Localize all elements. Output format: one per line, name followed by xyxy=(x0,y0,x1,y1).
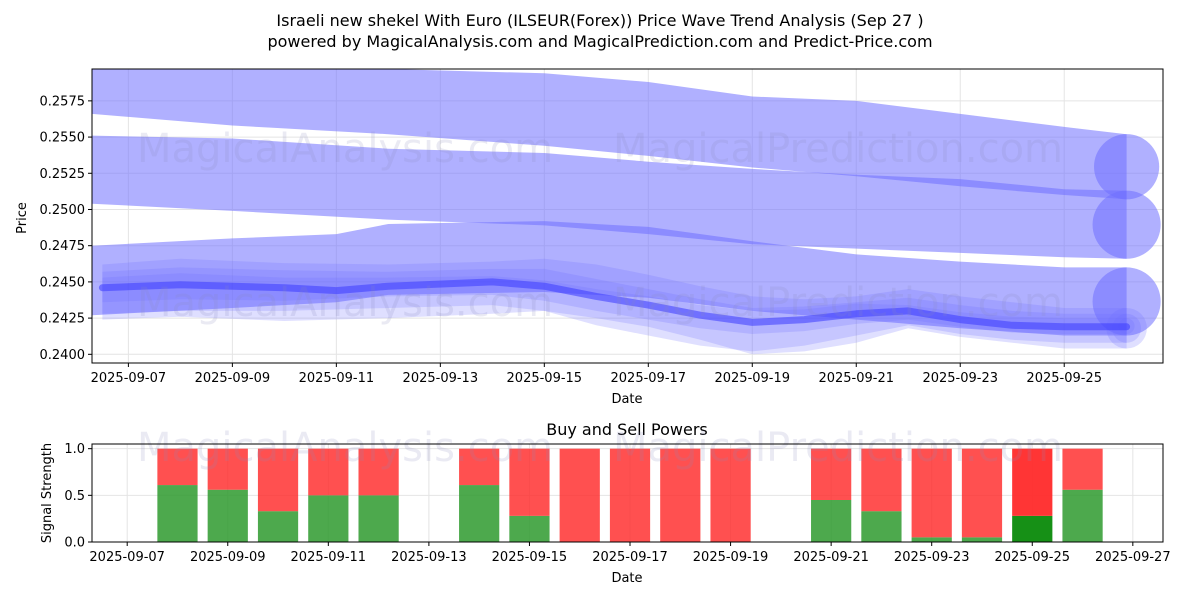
signal-xtick-label: 2025-09-25 xyxy=(994,550,1070,565)
sell-bar xyxy=(257,448,299,512)
signal-xtick-label: 2025-09-17 xyxy=(592,550,668,565)
price-trend-line xyxy=(98,278,1131,331)
sell-bar xyxy=(358,448,399,496)
sell-bar xyxy=(157,448,198,486)
price-xtick-label: 2025-09-23 xyxy=(922,371,998,386)
signal-xtick-label: 2025-09-09 xyxy=(190,550,266,565)
sell-bar xyxy=(660,448,701,542)
price-xtick-label: 2025-09-21 xyxy=(818,371,894,386)
sell-bar xyxy=(961,448,1003,538)
buy-bar xyxy=(811,500,852,542)
price-xtick-label: 2025-09-19 xyxy=(714,371,790,386)
buy-bar xyxy=(157,485,198,542)
signal-xtick-label: 2025-09-13 xyxy=(391,550,467,565)
buy-bar xyxy=(1012,515,1053,542)
buy-bar xyxy=(207,489,248,542)
price-wave-band xyxy=(92,135,1127,259)
price-wave-end-cap xyxy=(1092,267,1161,336)
sell-bar xyxy=(911,448,952,538)
buy-bar xyxy=(358,495,399,542)
signal-xtick-label: 2025-09-27 xyxy=(1095,550,1171,565)
sell-bar xyxy=(1062,448,1103,490)
price-xtick-label: 2025-09-11 xyxy=(299,371,375,386)
signal-xtick-label: 2025-09-15 xyxy=(492,550,568,565)
price-ytick-label: 0.2475 xyxy=(40,239,86,254)
buy-bar xyxy=(1062,489,1103,542)
price-xlabel: Date xyxy=(611,392,642,407)
sell-bar xyxy=(1012,448,1053,516)
buy-bar xyxy=(509,515,550,542)
price-xtick-label: 2025-09-17 xyxy=(611,371,687,386)
price-ylabel: Price xyxy=(15,202,30,234)
buy-bar xyxy=(961,537,1003,542)
watermark-left-bottom: MagicalAnalysis.com xyxy=(137,425,553,471)
signal-ytick-label: 0.5 xyxy=(64,489,85,504)
sell-bar xyxy=(207,448,248,490)
price-wave-bands xyxy=(92,69,1161,355)
price-ytick-label: 0.2425 xyxy=(40,312,86,327)
sell-bar xyxy=(861,448,902,512)
watermark-left-mid: MagicalAnalysis.com xyxy=(137,280,553,326)
signal-xtick-label: 2025-09-11 xyxy=(291,550,367,565)
price-ytick-label: 0.2525 xyxy=(40,167,86,182)
signal-xlabel: Date xyxy=(611,571,642,586)
signal-plot-frame xyxy=(91,443,1164,543)
sell-bar xyxy=(308,448,349,496)
signal-xtick-label: 2025-09-21 xyxy=(793,550,869,565)
sell-bar xyxy=(459,448,500,486)
buy-bar xyxy=(911,537,952,542)
signal-xtick-label: 2025-09-23 xyxy=(894,550,970,565)
price-xtick-label: 2025-09-09 xyxy=(195,371,271,386)
price-xtick-label: 2025-09-07 xyxy=(91,371,167,386)
price-axes: 2025-09-07 2025-09-09 2025-09-11 2025-09-13… xyxy=(40,94,1102,386)
signal-ylabel: Signal Strength xyxy=(40,443,55,543)
sell-bar xyxy=(609,448,651,542)
price-xtick-label: 2025-09-15 xyxy=(507,371,583,386)
buy-bar xyxy=(308,495,349,542)
sell-bar xyxy=(509,448,550,516)
price-ytick-label: 0.2575 xyxy=(40,94,86,109)
watermark-right-top: MagicalPrediction.com xyxy=(613,126,1063,172)
buy-bar xyxy=(861,511,902,542)
buy-bar xyxy=(257,511,299,542)
bar-chart-title: Buy and Sell Powers xyxy=(546,420,708,439)
sell-bar xyxy=(710,448,751,542)
price-plot-frame xyxy=(91,68,1164,364)
price-xtick-label: 2025-09-25 xyxy=(1026,371,1102,386)
sell-bar xyxy=(811,448,852,500)
price-wave-band xyxy=(92,221,1127,336)
chart-title-line1: Israeli new shekel With Euro (ILSEUR(For… xyxy=(276,11,923,30)
signal-bars xyxy=(157,448,1103,542)
price-wave-band xyxy=(92,69,1127,200)
signal-ytick-label: 0.0 xyxy=(64,536,85,551)
price-ytick-label: 0.2550 xyxy=(40,131,86,146)
price-wave-end-cap xyxy=(1094,134,1160,200)
price-xtick-label: 2025-09-13 xyxy=(403,371,479,386)
price-ytick-label: 0.2400 xyxy=(40,348,86,363)
sell-bar xyxy=(559,448,600,542)
chart-title-line2: powered by MagicalAnalysis.com and Magic… xyxy=(267,32,932,51)
price-wave-band xyxy=(102,258,1127,355)
signal-watermarks: MagicalAnalysis.com MagicalPrediction.co… xyxy=(137,425,1063,471)
watermark-right-bottom: MagicalPrediction.com xyxy=(613,425,1063,471)
watermark-right-mid: MagicalPrediction.com xyxy=(613,280,1063,326)
price-wave-end-cap xyxy=(1092,190,1161,259)
price-watermarks: MagicalAnalysis.com MagicalPrediction.co… xyxy=(137,126,1063,326)
price-ytick-label: 0.2450 xyxy=(40,275,86,290)
signal-xtick-label: 2025-09-19 xyxy=(693,550,769,565)
signal-xtick-label: 2025-09-07 xyxy=(89,550,165,565)
watermark-left-top: MagicalAnalysis.com xyxy=(137,126,553,172)
price-ytick-label: 0.2500 xyxy=(40,203,86,218)
signal-axes: 2025-09-07 2025-09-09 2025-09-11 2025-09-13… xyxy=(64,442,1170,565)
buy-bar xyxy=(459,485,500,542)
signal-ytick-label: 1.0 xyxy=(64,442,85,457)
